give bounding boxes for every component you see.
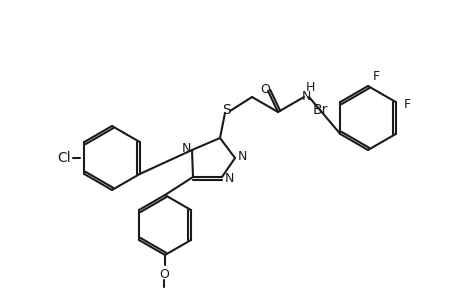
Text: N: N <box>237 151 246 164</box>
Text: S: S <box>222 103 231 117</box>
Text: H: H <box>305 80 314 94</box>
Text: N: N <box>181 142 190 154</box>
Text: N: N <box>301 89 310 103</box>
Text: Cl: Cl <box>57 151 71 165</box>
Text: O: O <box>159 268 168 281</box>
Text: F: F <box>403 98 410 112</box>
Text: F: F <box>372 70 379 83</box>
Text: N: N <box>224 172 233 185</box>
Text: O: O <box>259 82 269 95</box>
Text: Br: Br <box>312 103 327 117</box>
